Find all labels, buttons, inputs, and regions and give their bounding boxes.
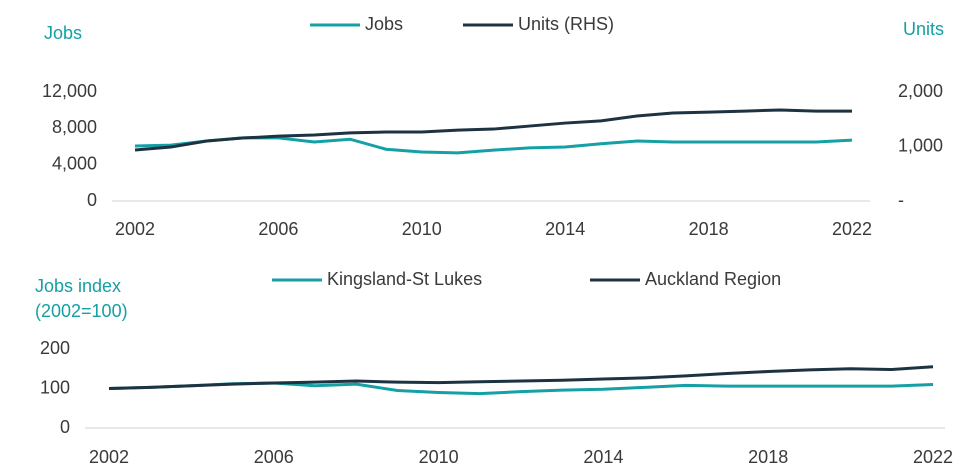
y-tick-label: 0 — [60, 417, 70, 437]
x-tick-label: 2018 — [689, 219, 729, 239]
x-tick-label: 2010 — [402, 219, 442, 239]
legend-label: Jobs — [365, 14, 403, 34]
y2-tick-label: - — [898, 190, 904, 210]
x-tick-label: 2014 — [583, 447, 623, 467]
y-tick-label: 12,000 — [42, 81, 97, 101]
series-line — [134, 136, 853, 155]
y-tick-label: 0 — [87, 190, 97, 210]
y2-axis-label: Units — [903, 19, 944, 39]
y-tick-label: 100 — [40, 377, 70, 397]
x-tick-label: 2010 — [419, 447, 459, 467]
y-tick-label: 200 — [40, 338, 70, 358]
y-tick-label: 8,000 — [52, 117, 97, 137]
x-tick-label: 2006 — [254, 447, 294, 467]
y-axis-label: Jobs — [44, 23, 82, 43]
x-tick-label: 2002 — [89, 447, 129, 467]
legend-label: Kingsland-St Lukes — [327, 269, 482, 289]
x-tick-label: 2014 — [545, 219, 585, 239]
x-tick-label: 2022 — [913, 447, 953, 467]
x-tick-label: 2006 — [258, 219, 298, 239]
series-line — [134, 108, 852, 152]
legend-label: Units (RHS) — [518, 14, 614, 34]
series-line — [108, 365, 934, 390]
x-tick-label: 2002 — [115, 219, 155, 239]
legend-label: Auckland Region — [645, 269, 781, 289]
y-axis-label: Jobs index — [35, 276, 121, 296]
y2-tick-label: 1,000 — [898, 135, 943, 155]
y-tick-label: 4,000 — [52, 153, 97, 173]
y-axis-label: (2002=100) — [35, 301, 128, 321]
x-tick-label: 2022 — [832, 219, 872, 239]
x-tick-label: 2018 — [748, 447, 788, 467]
y2-tick-label: 2,000 — [898, 81, 943, 101]
